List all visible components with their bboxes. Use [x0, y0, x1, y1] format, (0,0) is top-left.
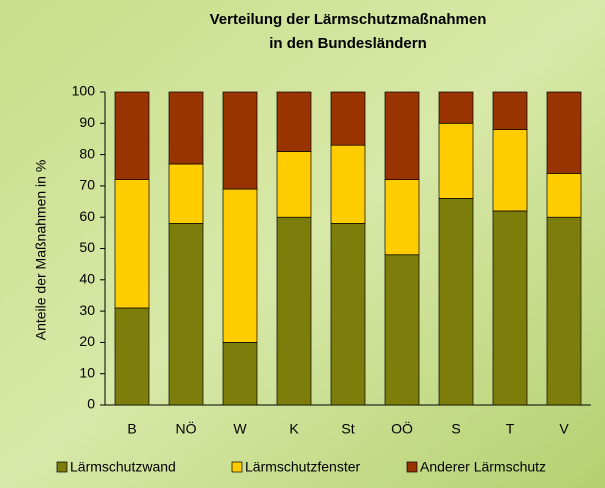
bar-segment	[492, 129, 528, 212]
x-tick-label: T	[506, 421, 515, 437]
y-tick-label: 60	[79, 208, 95, 224]
bar-segment	[492, 210, 528, 406]
x-tick-label: K	[289, 421, 299, 437]
bar-segment	[276, 151, 312, 218]
bar-segment	[384, 254, 420, 406]
y-tick-label: 10	[79, 364, 95, 380]
bar-segment	[546, 216, 582, 406]
bar-segment	[276, 216, 312, 406]
bar-segment	[330, 91, 366, 146]
bar-segment	[222, 188, 258, 343]
legend-label: Lärmschutzfenster	[245, 459, 360, 475]
bar-segment	[384, 179, 420, 256]
bar-segment	[438, 122, 474, 199]
y-tick-label: 0	[87, 396, 95, 412]
bar-segment	[492, 91, 528, 130]
y-tick-label: 90	[79, 114, 95, 130]
y-tick-label: 80	[79, 145, 95, 161]
bar-segment	[114, 179, 150, 309]
bar-segment	[330, 223, 366, 406]
bar-segment	[546, 173, 582, 218]
x-tick-label: S	[451, 421, 460, 437]
x-tick-label: W	[233, 421, 247, 437]
bar-segment	[222, 91, 258, 190]
bar-segment	[168, 163, 204, 224]
bar-segment	[438, 91, 474, 124]
y-tick-label: 30	[79, 302, 95, 318]
bar-segment	[438, 198, 474, 406]
bar-segment	[276, 91, 312, 152]
bar-segment	[168, 223, 204, 406]
y-axis-label: Anteile der Maßnahmen in %	[33, 160, 49, 341]
chart-title: in den Bundesländern	[269, 35, 427, 52]
bar-segment	[114, 307, 150, 406]
x-tick-label: St	[341, 421, 354, 437]
y-tick-label: 70	[79, 177, 95, 193]
chart-title: Verteilung der Lärmschutzmaßnahmen	[210, 11, 487, 28]
legend-swatch	[56, 461, 68, 473]
y-tick-label: 50	[79, 239, 95, 255]
bar-segment	[546, 91, 582, 174]
legend-swatch	[406, 461, 418, 473]
bar-segment	[330, 144, 366, 224]
bar-segment	[384, 91, 420, 180]
bar-segment	[114, 91, 150, 180]
x-tick-label: V	[559, 421, 569, 437]
y-tick-label: 100	[72, 83, 96, 99]
x-tick-label: NÖ	[176, 420, 197, 437]
y-tick-label: 40	[79, 271, 95, 287]
legend-swatch	[231, 461, 243, 473]
bar-segment	[168, 91, 204, 165]
y-tick-label: 20	[79, 333, 95, 349]
bar-segment	[222, 342, 258, 406]
x-tick-label: OÖ	[391, 420, 413, 437]
legend-label: Lärmschutzwand	[70, 459, 176, 475]
x-tick-label: B	[127, 421, 136, 437]
legend-label: Anderer Lärmschutz	[420, 459, 546, 475]
